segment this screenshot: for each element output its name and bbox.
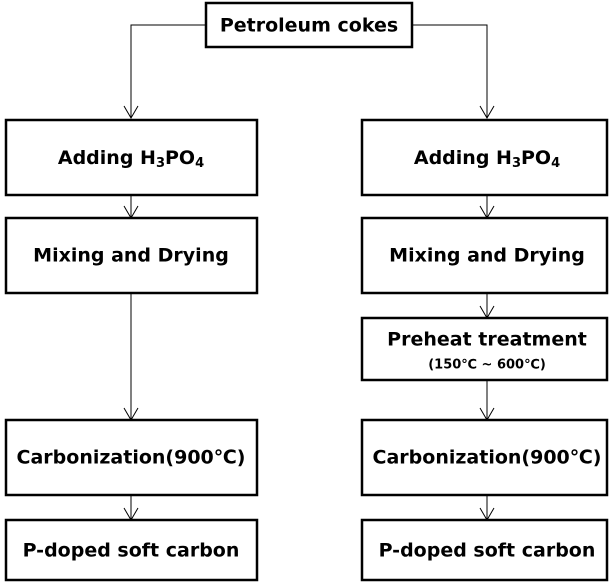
subscript: 3	[156, 156, 165, 171]
box	[360, 418, 609, 497]
box	[360, 316, 609, 382]
subscript: 3	[512, 156, 521, 171]
box	[4, 216, 259, 295]
arrowhead	[123, 105, 139, 119]
box	[204, 1, 414, 49]
arrowhead	[479, 105, 495, 119]
connector	[412, 24, 488, 118]
box	[4, 118, 259, 197]
box	[4, 518, 259, 582]
box	[360, 118, 609, 197]
connectors	[123, 24, 495, 521]
node-label: P-doped soft carbon	[23, 540, 240, 562]
box	[360, 518, 609, 582]
subscript: 4	[551, 156, 560, 171]
text-part: Adding H	[414, 147, 512, 169]
node-label: Carbonization(900℃)	[373, 447, 602, 469]
node-sublabel: (150℃ ~ 600℃)	[428, 358, 546, 373]
node-label: Adding H3PO4	[414, 147, 560, 171]
node-label: Carbonization(900℃)	[17, 447, 246, 469]
node-label: Mixing and Drying	[33, 245, 229, 267]
node-label: Mixing and Drying	[389, 245, 585, 267]
node-label: Preheat treatment	[387, 329, 587, 351]
text-part: PO	[521, 147, 551, 169]
box	[4, 418, 259, 497]
node-label: Petroleum cokes	[220, 15, 398, 37]
subscript: 4	[195, 156, 204, 171]
box	[360, 216, 609, 295]
text-part: Adding H	[58, 147, 156, 169]
text-part: PO	[165, 147, 195, 169]
connector	[130, 24, 206, 118]
node-label: Adding H3PO4	[58, 147, 204, 171]
node-label: P-doped soft carbon	[379, 540, 596, 562]
